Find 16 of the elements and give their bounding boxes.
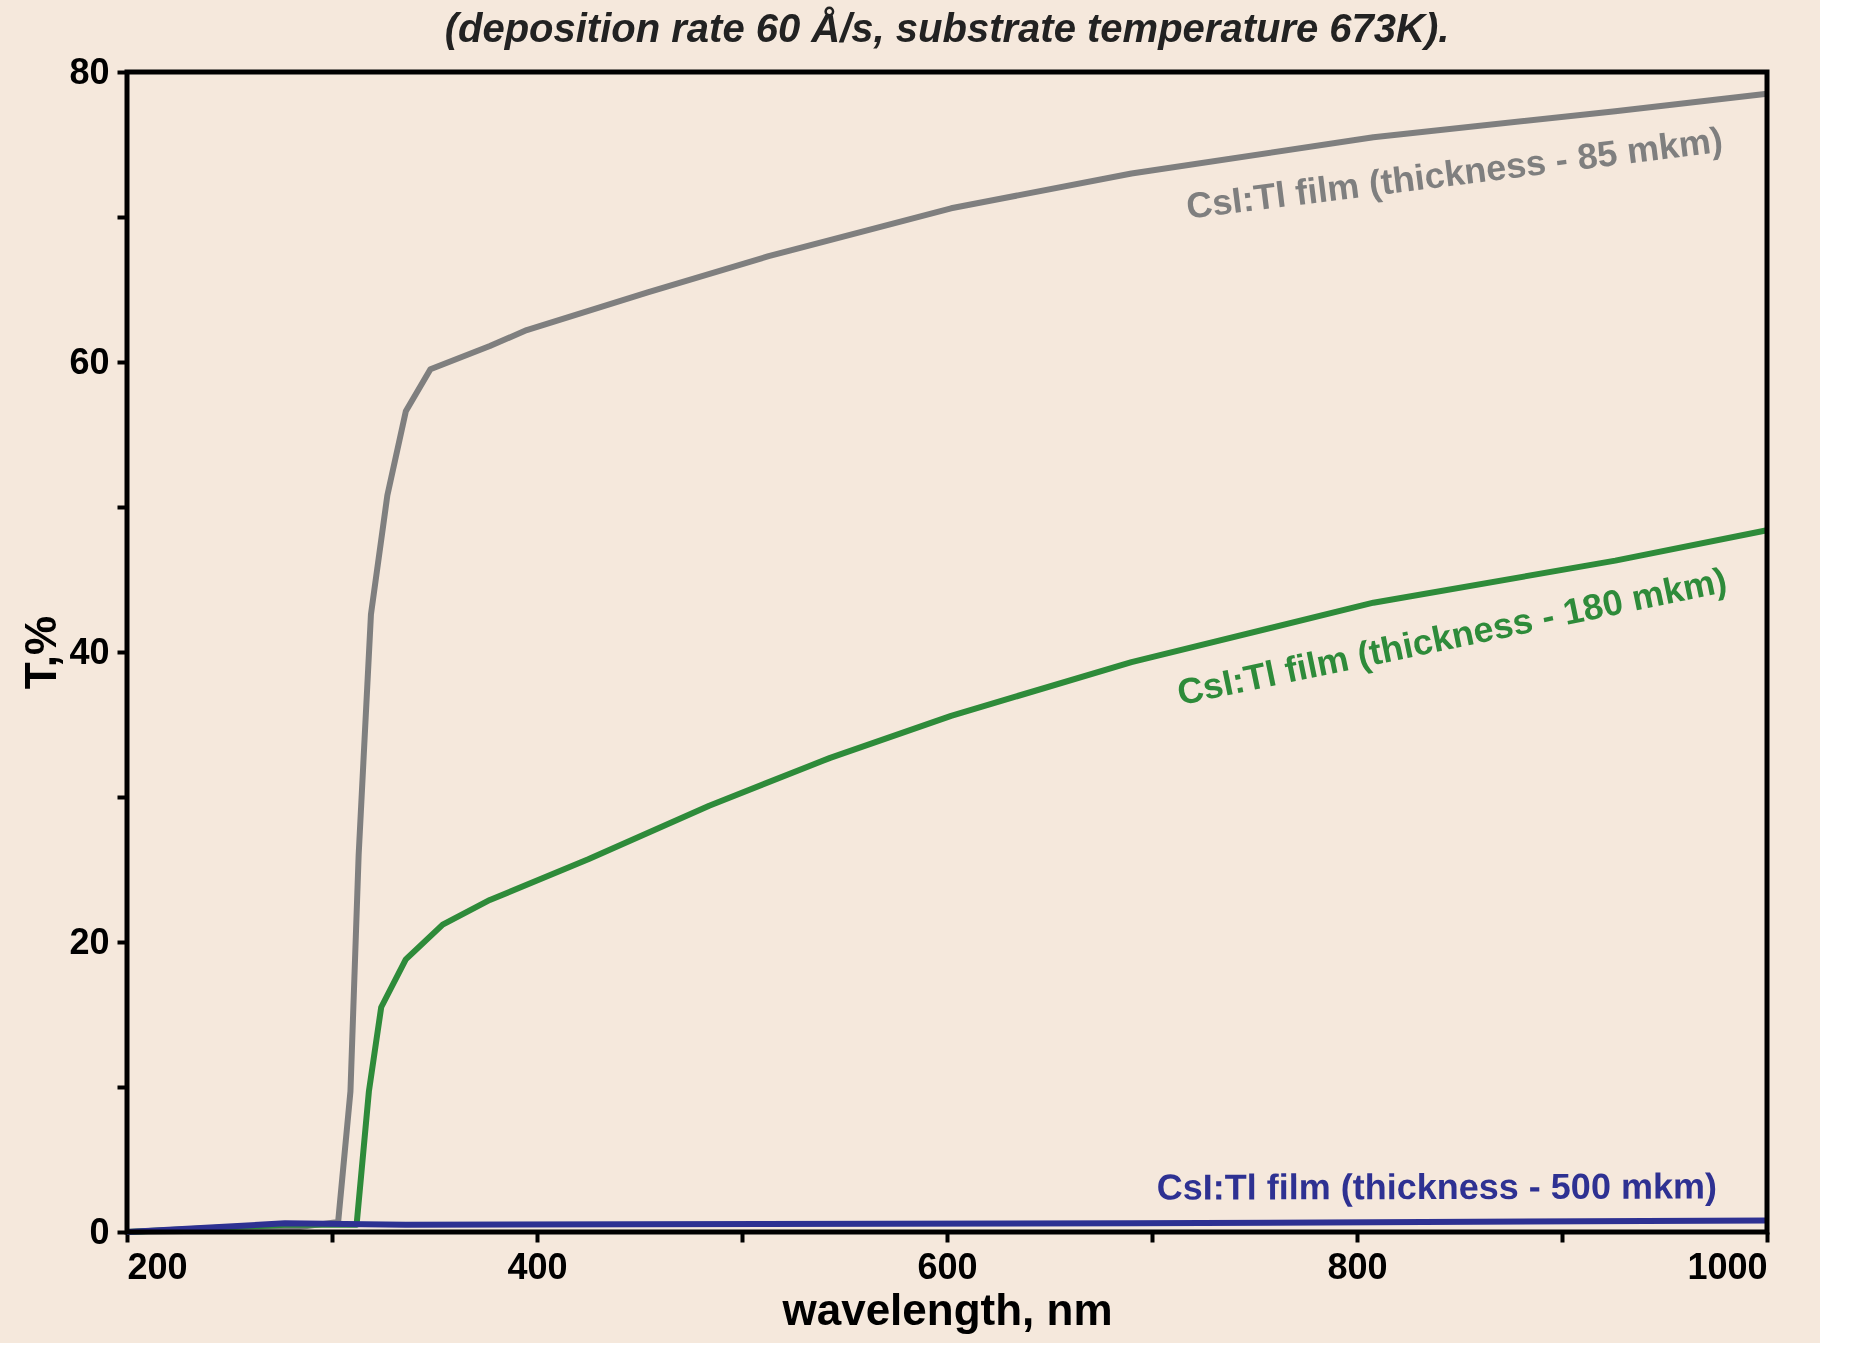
- x-axis-title: wavelength, nm: [781, 1284, 1113, 1334]
- y-tick-label: 80: [69, 50, 110, 92]
- text: CsI:Tl film (thickness - 85 mkm): [1183, 118, 1725, 227]
- series-label: CsI:Tl film (thickness - 500 mkm): [1156, 1165, 1717, 1208]
- text: CsI:Tl film (thickness - 180 mkm): [1173, 558, 1731, 713]
- x-tick-label: 1000: [1687, 1245, 1768, 1287]
- y-tick-label: 40: [69, 630, 110, 672]
- y-tick-label: 20: [69, 920, 110, 962]
- chart-title: (deposition rate 60 Å/s, substrate temperature 673K).: [444, 6, 1450, 50]
- x-tick-label: 600: [917, 1245, 978, 1287]
- x-tick-label: 400: [507, 1245, 568, 1287]
- x-tick-label: 800: [1327, 1245, 1388, 1287]
- y-tick-label: 60: [69, 340, 110, 382]
- y-axis-title: T,%: [16, 615, 66, 690]
- y-tick-label: 0: [89, 1210, 110, 1252]
- x-tick-label: 200: [127, 1245, 188, 1287]
